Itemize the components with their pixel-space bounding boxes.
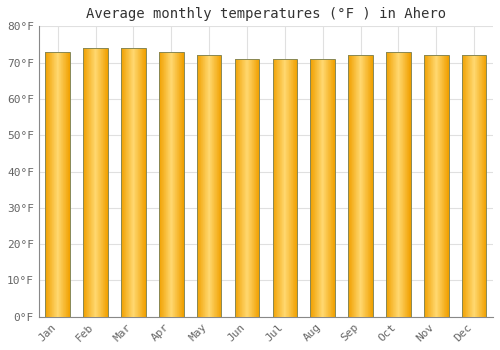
Bar — [121, 48, 146, 317]
Bar — [46, 52, 70, 317]
Bar — [310, 59, 335, 317]
Bar — [234, 59, 260, 317]
Title: Average monthly temperatures (°F ) in Ahero: Average monthly temperatures (°F ) in Ah… — [86, 7, 446, 21]
Bar — [159, 52, 184, 317]
Bar — [84, 48, 108, 317]
Bar — [348, 55, 373, 317]
Bar — [424, 55, 448, 317]
Bar — [462, 55, 486, 317]
Bar — [386, 52, 410, 317]
Bar — [197, 55, 222, 317]
Bar — [272, 59, 297, 317]
